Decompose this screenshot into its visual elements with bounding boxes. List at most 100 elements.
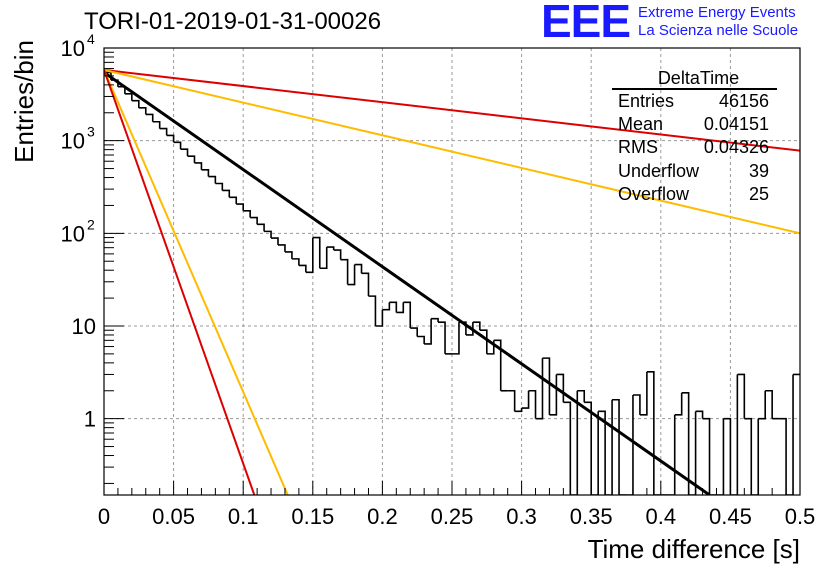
stats-value: 25 bbox=[748, 183, 769, 204]
histogram-bin bbox=[152, 120, 161, 129]
histogram-bin bbox=[361, 272, 370, 297]
histogram-bin bbox=[250, 216, 258, 225]
histogram-bin bbox=[271, 237, 279, 245]
y-tick-label: 10 bbox=[61, 221, 85, 246]
histogram-bin bbox=[612, 398, 620, 495]
histogram-bin bbox=[382, 302, 391, 311]
histogram-bin bbox=[138, 107, 147, 115]
histogram-bin bbox=[584, 401, 592, 495]
run-title: TORI-01-2019-01-31-00026 bbox=[84, 8, 382, 35]
histogram-bin bbox=[528, 389, 537, 419]
histogram-bin bbox=[632, 394, 641, 415]
histogram-bin bbox=[695, 410, 704, 419]
stats-title: DeltaTime bbox=[612, 68, 777, 90]
histogram-bin bbox=[667, 414, 676, 495]
histogram-bin bbox=[688, 411, 697, 495]
histogram-bin bbox=[284, 251, 293, 259]
histogram-bin bbox=[479, 329, 488, 354]
logo-line-1: Extreme Energy Events bbox=[638, 4, 796, 21]
x-tick-label: 0 bbox=[98, 504, 110, 529]
series-line-red bbox=[104, 68, 800, 152]
series-line-orange bbox=[104, 68, 800, 235]
stats-row-overflow: Overflow 25 bbox=[612, 183, 777, 206]
histogram-bin bbox=[354, 263, 363, 274]
eee-logo-caption: Extreme Energy Events La Scienza nelle S… bbox=[638, 4, 798, 40]
stats-label: Mean bbox=[618, 114, 664, 135]
stats-label: Underflow bbox=[618, 160, 700, 181]
x-tick-label: 0.4 bbox=[646, 504, 677, 529]
stats-label: RMS bbox=[618, 137, 658, 158]
histogram-bin bbox=[396, 302, 405, 314]
histogram-bin bbox=[514, 408, 523, 413]
histogram-bin bbox=[639, 371, 648, 416]
stats-box: DeltaTime Entries 46156 Mean 0.04151 RMS… bbox=[612, 68, 777, 206]
histogram-bin bbox=[340, 258, 349, 285]
histogram-bin bbox=[702, 417, 711, 495]
histogram-bin bbox=[159, 127, 168, 136]
histogram-bin bbox=[305, 237, 314, 274]
histogram-bin bbox=[208, 175, 217, 184]
x-axis-label: Time difference [s] bbox=[588, 534, 800, 564]
histogram-bin bbox=[758, 390, 766, 420]
axis-ticks: 0 0.05 0.1 0.15 0.2 0.25 0.3 0.35 0.4 0.45 0.5 1 10 1… bbox=[61, 31, 816, 529]
histogram-bin bbox=[319, 247, 328, 270]
histogram-bin bbox=[257, 223, 265, 232]
stats-row-entries: Entries 46156 bbox=[612, 90, 777, 113]
x-tick-label: 0.25 bbox=[431, 504, 474, 529]
x-tick-label: 0.5 bbox=[785, 504, 816, 529]
histogram-bin bbox=[145, 113, 154, 122]
histogram-bin bbox=[737, 373, 746, 419]
histogram-bin bbox=[465, 322, 474, 336]
histogram-bin bbox=[389, 301, 398, 313]
histogram-bin bbox=[507, 389, 516, 412]
y-axis-label: Entries/bin bbox=[9, 40, 39, 163]
histogram-bin bbox=[180, 148, 189, 157]
histogram-bin bbox=[730, 374, 739, 495]
histogram-bin bbox=[472, 321, 481, 331]
histogram-bin bbox=[312, 236, 321, 269]
histogram-bin bbox=[535, 358, 544, 420]
histogram-bin bbox=[298, 264, 307, 273]
x-tick-label: 0.15 bbox=[291, 504, 334, 529]
histogram-bin bbox=[403, 301, 412, 329]
y-tick-label: 10 bbox=[61, 129, 85, 154]
series-line-fit bbox=[104, 71, 711, 495]
histogram-bin bbox=[674, 392, 683, 416]
histogram-bin bbox=[591, 411, 599, 495]
stats-value: 46156 bbox=[718, 91, 769, 111]
histogram-bin bbox=[716, 418, 725, 495]
histogram-bin bbox=[368, 295, 377, 326]
histogram-bin bbox=[166, 134, 175, 143]
x-tick-label: 0.05 bbox=[152, 504, 195, 529]
stats-value: 39 bbox=[748, 160, 769, 181]
histogram-bin bbox=[264, 230, 272, 239]
histogram-bin bbox=[215, 182, 224, 191]
plot-area bbox=[104, 68, 800, 495]
histogram-bin bbox=[173, 141, 182, 150]
eee-logo: EEE bbox=[541, 0, 631, 47]
stats-row-mean: Mean 0.04151 bbox=[612, 113, 777, 136]
chart-series bbox=[104, 68, 800, 495]
x-tick-label: 0.2 bbox=[367, 504, 398, 529]
histogram-bin bbox=[577, 389, 586, 403]
histogram-bin bbox=[646, 371, 655, 495]
histogram-bin bbox=[333, 249, 342, 260]
histogram-bin bbox=[201, 168, 210, 177]
histogram-bin bbox=[765, 389, 773, 419]
histogram-bin bbox=[681, 392, 690, 495]
histogram-bin bbox=[549, 374, 558, 416]
histogram-bin bbox=[570, 390, 579, 495]
histogram-bin bbox=[723, 417, 732, 495]
histogram-bin bbox=[542, 357, 551, 415]
histogram-bin bbox=[786, 374, 794, 495]
histogram-bin bbox=[278, 244, 286, 252]
stats-row-underflow: Underflow 39 bbox=[612, 160, 777, 183]
histogram-bin bbox=[375, 309, 384, 327]
stats-value: 0.04326 bbox=[703, 137, 769, 158]
histogram-bin bbox=[222, 189, 231, 198]
histogram-bin bbox=[124, 93, 133, 101]
x-tick-label: 0.45 bbox=[709, 504, 752, 529]
stats-value: 0.04151 bbox=[703, 114, 769, 135]
histogram-bin bbox=[229, 196, 238, 205]
